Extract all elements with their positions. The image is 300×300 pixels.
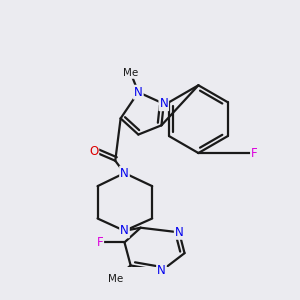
- Text: N: N: [120, 167, 129, 180]
- Text: N: N: [175, 226, 184, 239]
- Text: Me: Me: [123, 68, 138, 78]
- Text: O: O: [89, 145, 98, 158]
- Text: N: N: [120, 224, 129, 237]
- Text: F: F: [97, 236, 103, 249]
- Text: F: F: [251, 146, 258, 160]
- Text: Me: Me: [108, 274, 123, 284]
- Text: N: N: [157, 264, 166, 277]
- Text: N: N: [134, 86, 143, 99]
- Text: N: N: [159, 97, 168, 110]
